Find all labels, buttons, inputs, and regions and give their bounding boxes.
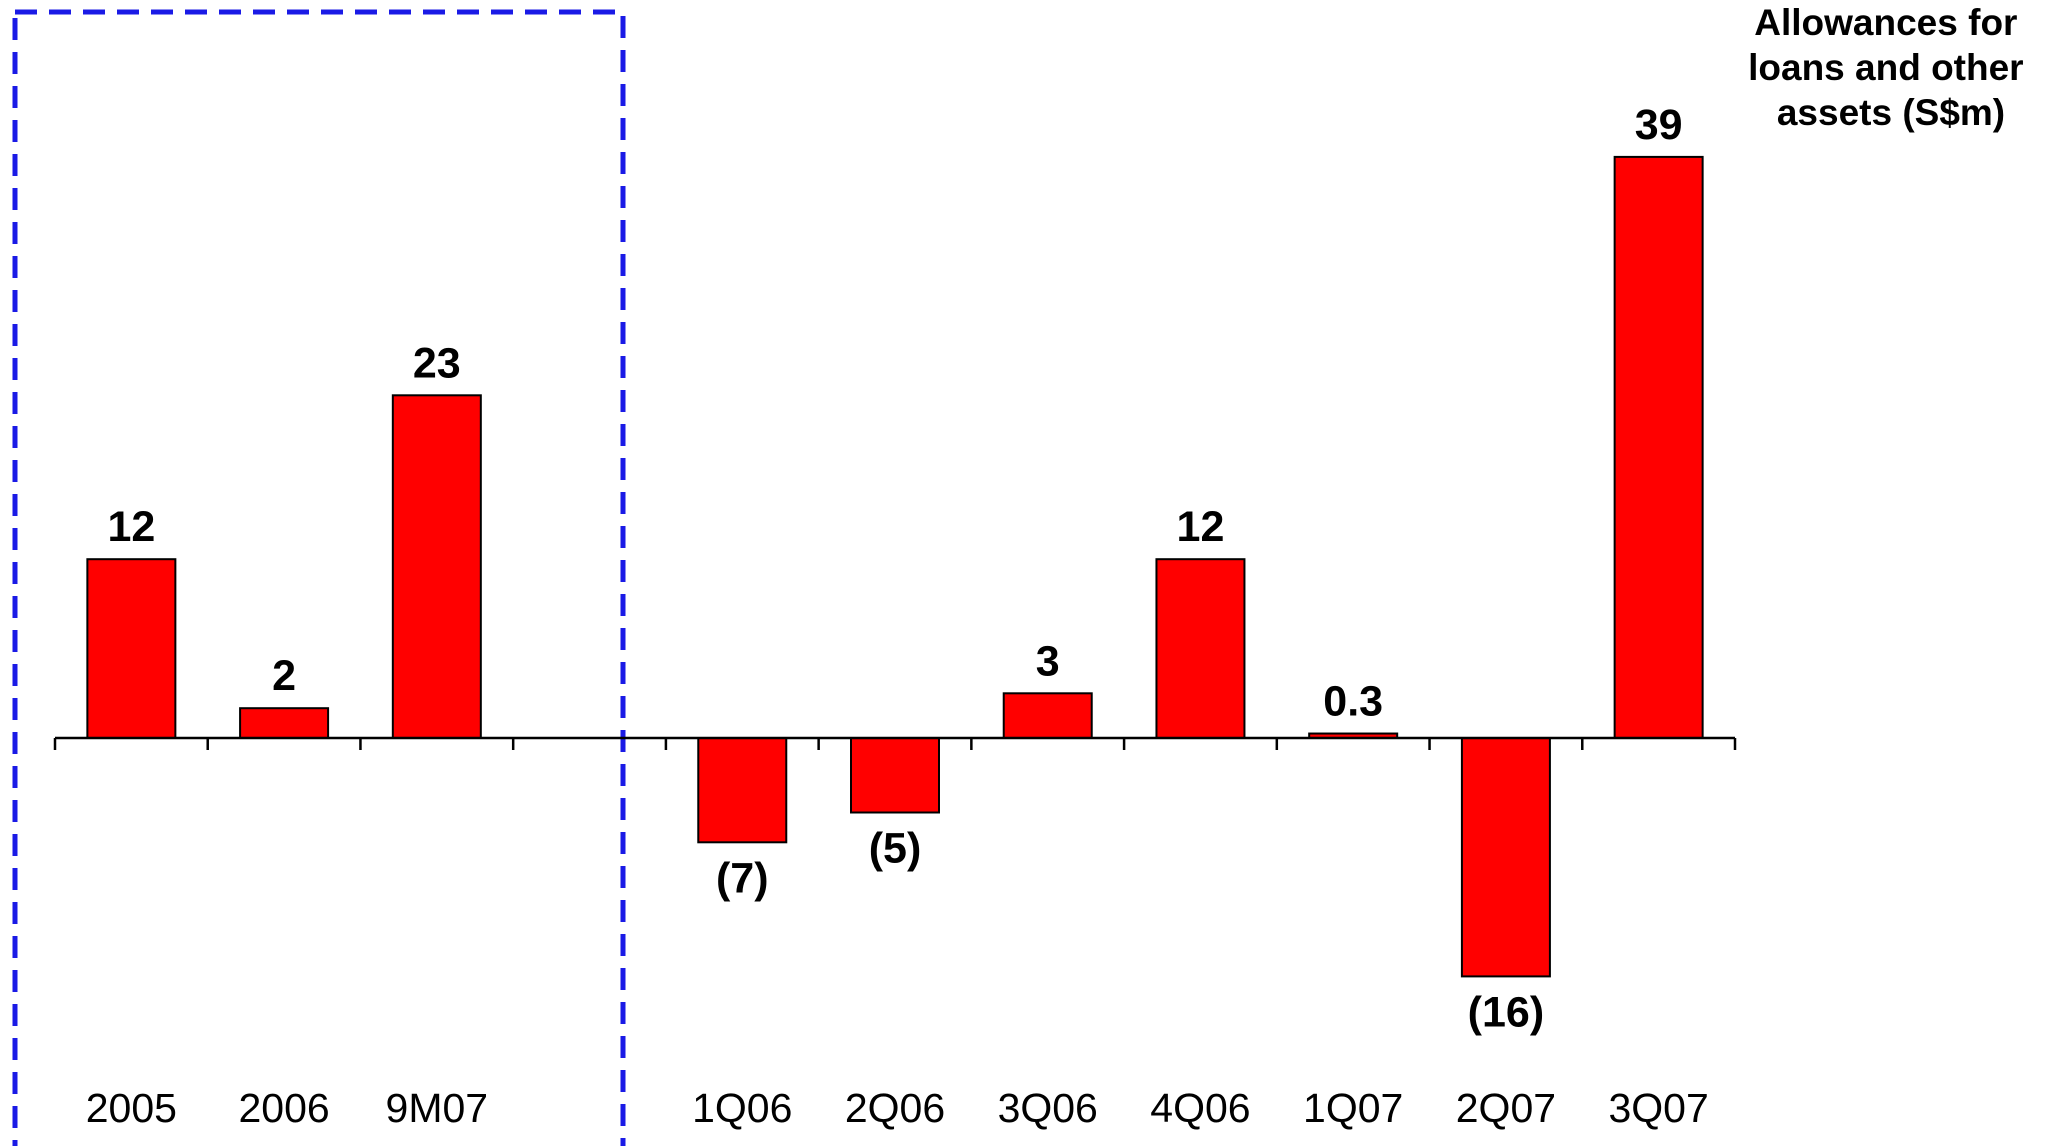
value-label-2005: 12 bbox=[107, 503, 155, 551]
bar-2q06 bbox=[850, 737, 940, 814]
value-label-2q07: (16) bbox=[1468, 988, 1544, 1036]
bar-9m07 bbox=[391, 394, 482, 739]
category-label-9m07: 9M07 bbox=[386, 1085, 489, 1131]
value-label-2q06: (5) bbox=[869, 825, 922, 873]
value-label-3q07: 39 bbox=[1635, 101, 1683, 149]
category-label-2006: 2006 bbox=[238, 1085, 329, 1131]
category-labels-layer: 2005 2006 9M07 1Q06 2Q06 3Q06 4Q06 1Q07 2Q07 3Q07 bbox=[86, 1085, 1709, 1131]
bar-2005 bbox=[86, 558, 177, 740]
bar-2q07 bbox=[1460, 737, 1551, 978]
value-label-1q06: (7) bbox=[716, 854, 769, 902]
value-label-3q06: 3 bbox=[1036, 637, 1060, 685]
annual-figures-highlight-box bbox=[12, 9, 626, 1146]
category-label-3q07: 3Q07 bbox=[1608, 1085, 1708, 1131]
value-label-2006: 2 bbox=[272, 652, 296, 700]
category-label-1q07: 1Q07 bbox=[1303, 1085, 1403, 1131]
category-label-2005: 2005 bbox=[86, 1085, 177, 1131]
bar-3q06 bbox=[1002, 692, 1093, 739]
category-axis bbox=[53, 736, 1737, 750]
chart-title-line-2: loans and other bbox=[1748, 47, 2023, 88]
chart-title-line-3: assets (S$m) bbox=[1777, 92, 2005, 133]
chart-title: Allowances for loans and other assets (S… bbox=[1748, 2, 2034, 133]
value-label-1q07: 0.3 bbox=[1323, 678, 1383, 726]
value-label-4q06: 12 bbox=[1177, 503, 1225, 551]
bar-2006 bbox=[239, 707, 330, 740]
value-labels-layer: 12 2 23 (7) (5) 3 12 0.3 (16) 39 bbox=[107, 101, 1682, 1037]
value-label-9m07: 23 bbox=[413, 339, 461, 387]
bar-3q07 bbox=[1613, 155, 1704, 739]
bars-layer bbox=[86, 155, 1704, 978]
chart-title-line-1: Allowances for bbox=[1754, 2, 2017, 43]
category-label-1q06: 1Q06 bbox=[692, 1085, 792, 1131]
category-label-2q07: 2Q07 bbox=[1456, 1085, 1556, 1131]
category-label-4q06: 4Q06 bbox=[1150, 1085, 1250, 1131]
bar-1q06 bbox=[697, 737, 788, 844]
category-label-3q06: 3Q06 bbox=[998, 1085, 1098, 1131]
bar-4q06 bbox=[1155, 558, 1246, 740]
category-label-2q06: 2Q06 bbox=[845, 1085, 945, 1131]
